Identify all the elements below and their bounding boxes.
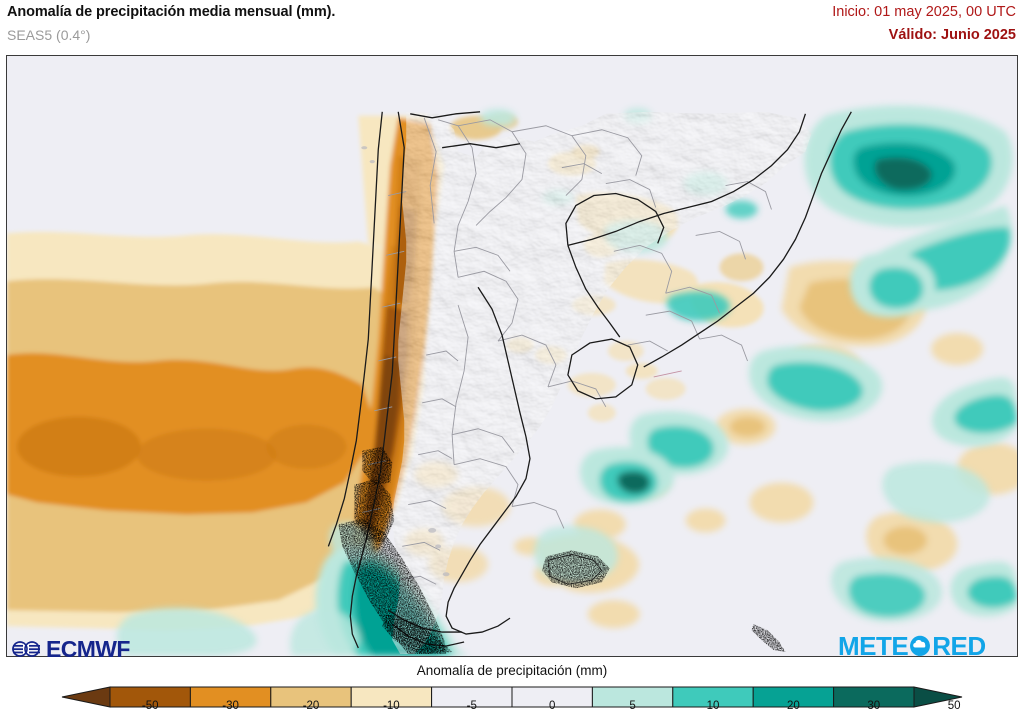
falkland-islands [541, 550, 610, 589]
meteored-wordmark: METE RED [838, 633, 986, 659]
ecmwf-wordmark: ECMWF [46, 635, 130, 662]
meteored-suffix: RED [932, 631, 986, 661]
meteored-logo: METE RED [838, 632, 986, 660]
colorbar-swatches[interactable] [0, 683, 1024, 711]
init-time-label: Inicio: 01 may 2025, 00 UTC [832, 4, 1016, 20]
colorbar-arrow-high [913, 686, 963, 708]
precipitation-anomaly-map [7, 56, 1017, 656]
colorbar-tick-label: 5 [629, 700, 636, 712]
valid-time-label: Válido: Junio 2025 [888, 27, 1016, 43]
model-subtitle: SEAS5 (0.4°) [7, 27, 91, 43]
map-frame[interactable] [6, 55, 1018, 657]
colorbar-tick-label: -50 [141, 700, 159, 712]
ecmwf-swirl-icon [12, 641, 40, 657]
colorbar-arrow-low [61, 686, 111, 708]
coastal-highlight-line [653, 370, 682, 378]
colorbar-tick-label: -30 [222, 700, 239, 712]
colorbar-tick-label: 50 [947, 700, 961, 712]
colorbar-tick-label: -20 [302, 700, 320, 712]
inland-water-details [361, 146, 450, 577]
colorbar-tick-label: 20 [786, 700, 800, 712]
colorbar-tick-label: 30 [867, 700, 881, 712]
south-georgia-island [751, 624, 786, 653]
header-bar: Anomalía de precipitación media mensual … [0, 0, 1024, 54]
colorbar-title: Anomalía de precipitación (mm) [416, 663, 608, 678]
colorbar-tick-label: -5 [466, 700, 477, 712]
ecmwf-logo: ECMWF [10, 636, 130, 662]
page-title: Anomalía de precipitación media mensual … [7, 4, 336, 20]
colorbar-tick-label: 10 [706, 700, 720, 712]
colorbar[interactable] [0, 683, 1024, 720]
meteored-prefix: METE [838, 631, 909, 661]
cloud-bubble-icon [910, 635, 931, 657]
province-borders [362, 117, 772, 585]
colorbar-tick-label: -10 [383, 700, 400, 712]
colorbar-tick-label: 0 [548, 700, 556, 712]
fjord-coastline-speckle [338, 446, 453, 655]
terrain-relief [392, 111, 812, 655]
